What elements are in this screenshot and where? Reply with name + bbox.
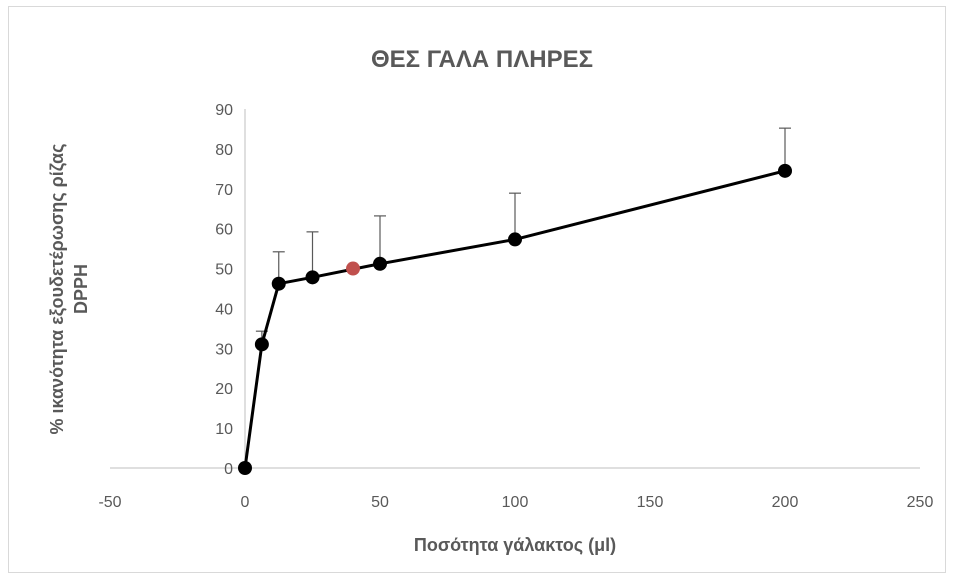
- data-point: [305, 270, 320, 285]
- y-tick-label: 80: [215, 142, 233, 159]
- y-axis-title-line-1: % ικανότητα εξουδετέρωσης ρίζας: [47, 144, 68, 435]
- x-tick-label: 100: [502, 494, 529, 511]
- x-axis-title: Ποσότητα γάλακτος (μl): [414, 535, 616, 555]
- x-tick-label: 0: [241, 494, 250, 511]
- y-tick-label: 60: [215, 222, 233, 239]
- y-tick-label: 40: [215, 301, 233, 318]
- y-tick-label: 50: [215, 262, 233, 279]
- y-tick-label: 30: [215, 341, 233, 358]
- data-point: [346, 261, 360, 276]
- y-tick-label: 90: [215, 102, 233, 119]
- plot-area: 0 10 20 30 40 50 60 70 80 90 -50 0 50 100 150 200 250: [98, 102, 933, 511]
- y-tick-label: 10: [215, 421, 233, 438]
- data-point: [254, 337, 269, 352]
- x-tick-label: 50: [371, 494, 389, 511]
- y-tick-label: 20: [215, 381, 233, 398]
- x-tick-label: 150: [637, 494, 664, 511]
- x-tick-label: -50: [98, 494, 121, 511]
- data-point: [373, 256, 387, 271]
- data-point: [778, 163, 792, 178]
- data-point: [238, 461, 252, 475]
- chart-title: ΘΕΣ ΓΑΛΑ ΠΛΗΡΕΣ: [371, 46, 593, 73]
- y-axis-title: % ικανότητα εξουδετέρωσης ρίζας DPPH: [47, 144, 91, 435]
- data-point: [271, 276, 286, 291]
- x-tick-label: 200: [772, 494, 799, 511]
- y-axis-title-line-2: DPPH: [71, 264, 91, 314]
- data-point: [508, 232, 522, 247]
- y-tick-label: 70: [215, 182, 233, 199]
- chart-frame: [8, 6, 946, 573]
- y-tick-label: 0: [224, 461, 233, 478]
- x-tick-label: 250: [907, 494, 934, 511]
